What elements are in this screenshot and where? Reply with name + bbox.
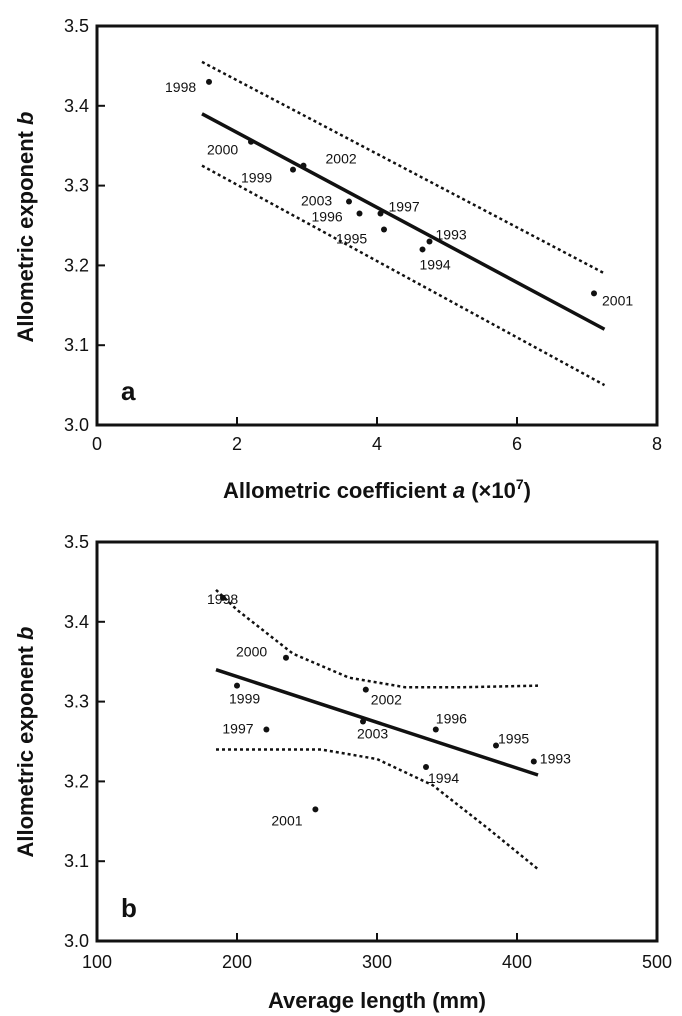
- point-label-2002: 2002: [371, 692, 402, 708]
- point-label-2003: 2003: [357, 726, 388, 742]
- y-tick-label: 3.1: [64, 335, 89, 355]
- panel-a-upper-confidence-band: [201, 60, 606, 275]
- point-label-2000: 2000: [236, 644, 267, 660]
- point-label-2002: 2002: [326, 151, 357, 167]
- point-label-1996: 1996: [312, 209, 343, 225]
- point-label-1993: 1993: [436, 226, 467, 242]
- point-label-1998: 1998: [165, 79, 196, 95]
- x-tick-label: 300: [362, 952, 392, 972]
- data-point-1993: [426, 238, 433, 245]
- panel-b-label: b: [121, 893, 137, 923]
- x-tick-label: 6: [512, 434, 522, 454]
- data-point-2003: [360, 718, 366, 725]
- point-label-1994: 1994: [420, 256, 451, 272]
- data-point-1996: [356, 210, 363, 217]
- point-label-1994: 1994: [428, 770, 459, 786]
- data-point-2001: [591, 290, 597, 297]
- point-label-2001: 2001: [602, 292, 633, 308]
- point-label-1996: 1996: [436, 711, 467, 727]
- y-tick-label: 3.0: [64, 415, 89, 435]
- data-point-1994: [419, 246, 426, 253]
- y-tick-label: 3.5: [64, 532, 89, 552]
- data-point-1998: [206, 78, 212, 85]
- y-tick-label: 3.3: [64, 692, 89, 712]
- panel-a-regression-line: [201, 112, 606, 331]
- x-tick-label: 4: [372, 434, 382, 454]
- point-label-2003: 2003: [301, 193, 332, 209]
- point-label-1995: 1995: [498, 730, 529, 746]
- x-tick-label: 100: [82, 952, 112, 972]
- panel-a-x-ticks: 0 2 4 6 8: [92, 417, 662, 454]
- point-label-1998: 1998: [207, 591, 238, 607]
- panel-a-lower-confidence-band: [201, 164, 606, 387]
- data-point-2002: [362, 686, 369, 693]
- panel-b-upper-confidence-band: [215, 588, 539, 689]
- data-point-2000: [248, 138, 254, 145]
- point-label-2001: 2001: [271, 812, 302, 828]
- data-point-1995: [493, 742, 499, 749]
- y-tick-label: 3.4: [64, 612, 89, 632]
- x-tick-label: 500: [642, 952, 672, 972]
- data-point-1996: [432, 726, 439, 733]
- data-point-1993: [530, 758, 537, 765]
- y-tick-label: 3.0: [64, 931, 89, 951]
- x-tick-label: 0: [92, 434, 102, 454]
- data-point-2003: [346, 198, 352, 205]
- x-tick-label: 400: [502, 952, 532, 972]
- point-label-2000: 2000: [207, 142, 238, 158]
- y-tick-label: 3.1: [64, 851, 89, 871]
- y-tick-label: 3.5: [64, 16, 89, 36]
- data-point-1997: [263, 726, 270, 733]
- panel-a-x-axis-label: Allometric coefficient a (×107): [223, 476, 531, 503]
- y-tick-label: 3.2: [64, 255, 89, 275]
- point-label-1999: 1999: [229, 691, 260, 707]
- panel-b-points: 1998 2000 1999 2002 2003 1997 1996 1995 1993 1994…: [207, 591, 571, 828]
- x-tick-label: 2: [232, 434, 242, 454]
- panel-a-label: a: [121, 376, 136, 406]
- data-point-2002: [300, 162, 307, 169]
- panel-b: 3.0 3.1 3.2 3.3 3.4 3.5 100 200 300 400 500 1998 2…: [13, 532, 672, 1013]
- panel-a-y-ticks: 3.0 3.1 3.2 3.3 3.4 3.5: [64, 16, 105, 435]
- panel-b-x-ticks: 100 200 300 400 500: [82, 933, 672, 972]
- point-label-1999: 1999: [241, 170, 272, 186]
- point-label-1997: 1997: [389, 199, 420, 215]
- y-tick-label: 3.4: [64, 96, 89, 116]
- data-point-1997: [377, 210, 384, 217]
- panel-b-x-axis-label: Average length (mm): [268, 988, 486, 1013]
- point-label-1995: 1995: [336, 230, 367, 246]
- data-point-1998: [220, 594, 226, 601]
- data-point-2000: [283, 654, 289, 661]
- x-tick-label: 200: [222, 952, 252, 972]
- panel-b-regression-line: [215, 668, 539, 777]
- panel-b-lower-confidence-band: [216, 748, 539, 871]
- data-point-1994: [423, 764, 429, 771]
- point-label-1997: 1997: [222, 721, 253, 737]
- data-point-1999: [290, 166, 296, 173]
- y-tick-label: 3.3: [64, 176, 89, 196]
- x-tick-label: 8: [652, 434, 662, 454]
- panel-b-y-ticks: 3.0 3.1 3.2 3.3 3.4 3.5: [64, 532, 105, 951]
- panel-b-y-axis-label: Allometric exponent b: [13, 626, 38, 857]
- data-point-2001: [312, 806, 319, 813]
- data-point-1999: [234, 682, 240, 689]
- y-tick-label: 3.2: [64, 771, 89, 791]
- data-point-1995: [381, 226, 387, 233]
- point-label-1993: 1993: [540, 750, 571, 766]
- panel-a-y-axis-label: Allometric exponent b: [13, 111, 38, 342]
